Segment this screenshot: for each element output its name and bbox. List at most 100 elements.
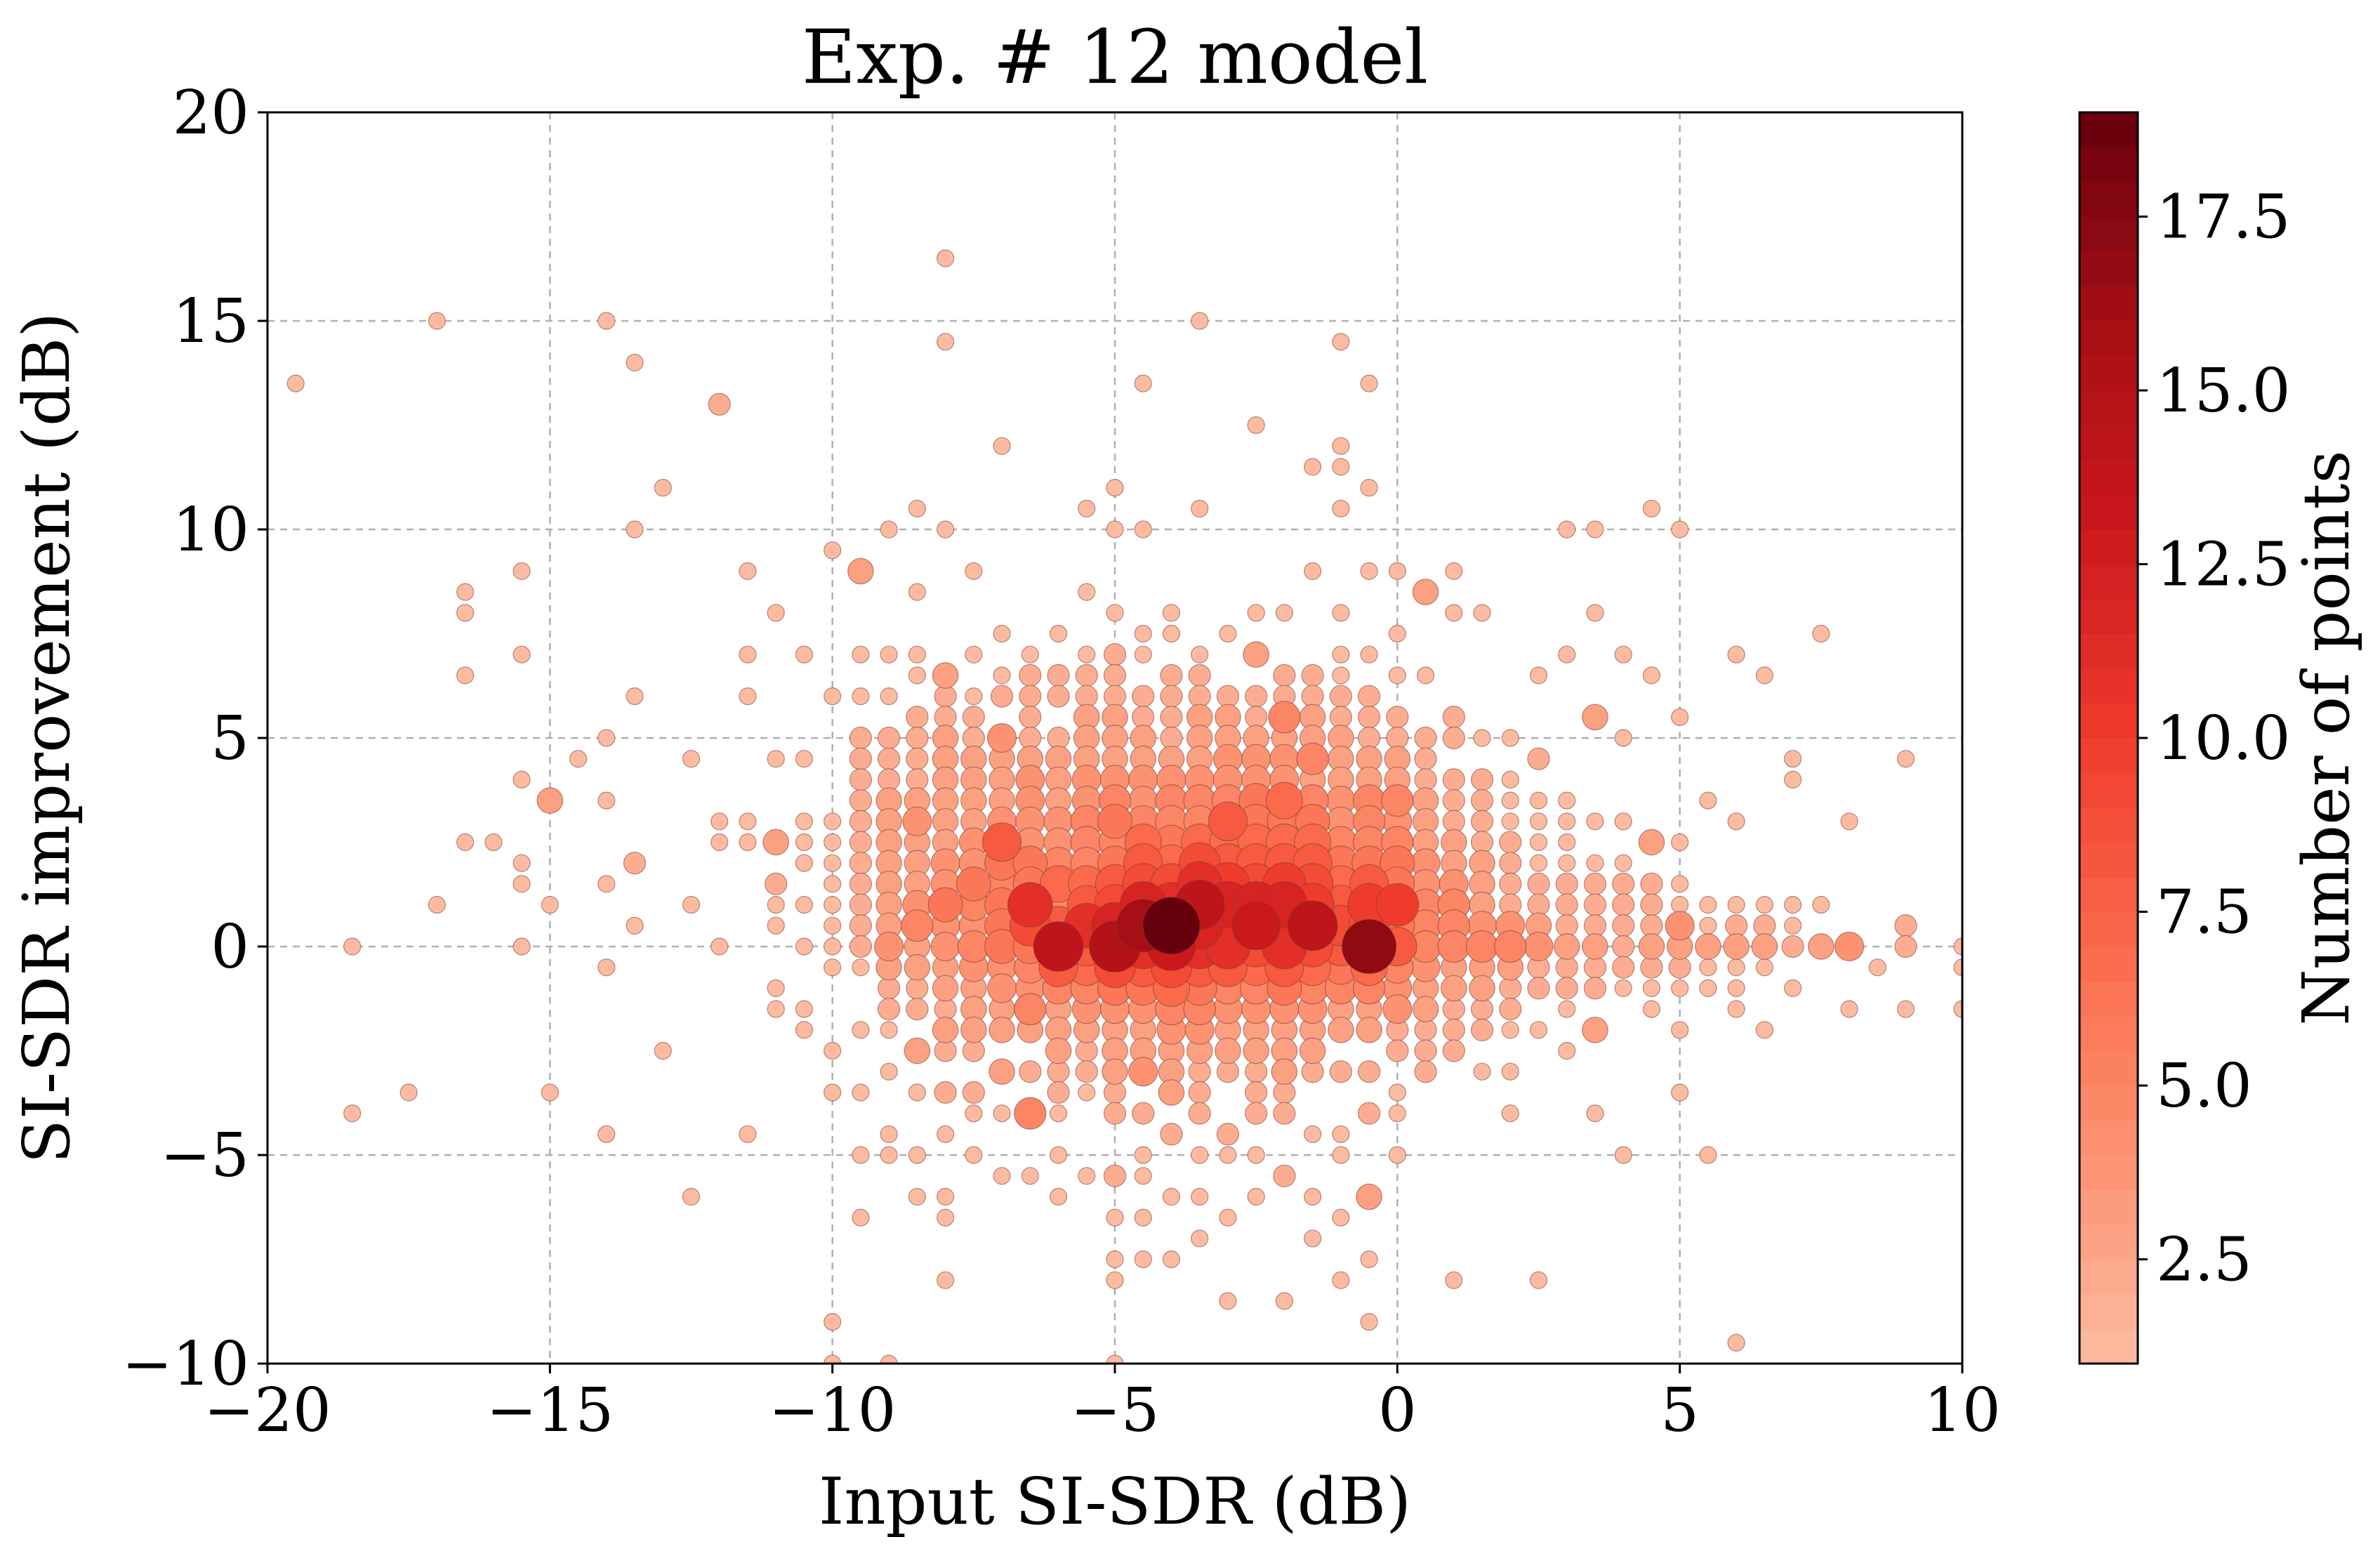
colorbar-band bbox=[2080, 321, 2138, 357]
data-point bbox=[1134, 374, 1152, 393]
data-point bbox=[936, 333, 955, 351]
data-point bbox=[1357, 1102, 1381, 1125]
data-point bbox=[880, 645, 898, 664]
data-point bbox=[956, 866, 991, 902]
data-point bbox=[993, 666, 1011, 685]
data-point bbox=[1019, 726, 1042, 750]
data-point bbox=[767, 979, 785, 998]
data-point bbox=[623, 852, 647, 875]
data-point bbox=[1304, 458, 1322, 476]
colorbar-band bbox=[2080, 1050, 2138, 1086]
colorbar-band bbox=[2080, 633, 2138, 669]
data-point bbox=[1583, 872, 1607, 896]
colorbar-ticks: 2.5 5.0 7.5 10.0 12.5 15.0 17.5 bbox=[2138, 183, 2290, 1295]
data-point bbox=[993, 437, 1011, 455]
data-point bbox=[1360, 645, 1378, 664]
data-point bbox=[1671, 520, 1689, 539]
data-point bbox=[1727, 979, 1745, 998]
data-point bbox=[1332, 666, 1350, 685]
colorbar-band bbox=[2080, 599, 2138, 635]
data-point bbox=[1414, 768, 1437, 791]
data-point bbox=[1699, 791, 1717, 810]
data-point bbox=[1301, 664, 1324, 687]
data-point bbox=[597, 958, 616, 977]
colorbar-band bbox=[2080, 1120, 2138, 1156]
data-point bbox=[1162, 1187, 1181, 1206]
data-point bbox=[1558, 645, 1576, 664]
data-point bbox=[1501, 729, 1519, 747]
data-point bbox=[513, 770, 531, 789]
data-point bbox=[1160, 706, 1183, 729]
data-point bbox=[536, 787, 564, 814]
data-point bbox=[1386, 1039, 1409, 1062]
data-point bbox=[1247, 416, 1265, 435]
y-tick-label: 10 bbox=[173, 495, 249, 565]
data-point bbox=[1357, 1060, 1381, 1083]
data-point bbox=[880, 1354, 898, 1364]
data-point bbox=[739, 833, 757, 852]
data-point bbox=[1245, 706, 1268, 729]
data-point bbox=[795, 750, 814, 768]
data-point bbox=[762, 829, 790, 856]
data-point bbox=[880, 1062, 898, 1081]
data-point bbox=[1894, 914, 1917, 937]
data-point bbox=[1755, 666, 1773, 685]
data-point bbox=[1558, 833, 1576, 852]
data-point bbox=[597, 729, 616, 747]
data-point bbox=[1445, 604, 1463, 622]
data-point bbox=[1332, 1146, 1350, 1164]
colorbar-band bbox=[2080, 216, 2138, 252]
data-point bbox=[934, 706, 957, 729]
data-point bbox=[1304, 1187, 1322, 1206]
data-point bbox=[1132, 685, 1155, 708]
data-point bbox=[795, 1000, 814, 1018]
data-point bbox=[993, 624, 1011, 643]
data-point bbox=[908, 1146, 926, 1164]
data-point bbox=[1191, 645, 1209, 664]
data-point bbox=[1555, 893, 1578, 916]
data-point bbox=[852, 1021, 870, 1039]
data-point bbox=[852, 1083, 870, 1102]
data-point bbox=[1612, 872, 1635, 896]
data-point bbox=[286, 374, 305, 393]
data-point bbox=[1665, 911, 1695, 941]
data-point bbox=[1049, 1187, 1068, 1206]
data-point bbox=[878, 747, 901, 770]
data-point bbox=[930, 931, 960, 962]
data-point bbox=[1160, 685, 1183, 708]
data-point bbox=[824, 875, 842, 893]
data-point bbox=[1473, 729, 1491, 747]
data-point bbox=[1219, 624, 1237, 643]
data-point bbox=[1296, 742, 1329, 775]
data-point bbox=[710, 812, 729, 831]
data-point bbox=[1638, 829, 1665, 856]
data-point bbox=[1191, 1229, 1209, 1248]
y-axis-label: SI-SDR improvement (dB) bbox=[9, 312, 84, 1164]
data-point bbox=[1047, 685, 1070, 708]
data-point bbox=[1357, 685, 1381, 708]
data-point bbox=[852, 687, 870, 706]
data-point bbox=[1160, 664, 1183, 687]
data-point bbox=[932, 1016, 959, 1043]
data-point bbox=[1755, 958, 1773, 977]
data-point bbox=[1586, 854, 1604, 872]
data-point bbox=[1103, 1164, 1127, 1187]
x-tick-label: 0 bbox=[1378, 1376, 1417, 1446]
colorbar-band bbox=[2080, 286, 2138, 322]
data-point bbox=[1586, 520, 1604, 539]
data-point bbox=[1231, 901, 1281, 951]
data-point bbox=[1727, 895, 1745, 914]
data-point bbox=[908, 583, 926, 601]
data-point bbox=[739, 812, 757, 831]
data-point bbox=[849, 810, 873, 833]
data-point bbox=[1442, 1039, 1465, 1062]
data-point bbox=[795, 812, 814, 831]
data-point bbox=[1612, 956, 1635, 979]
data-point bbox=[1219, 1208, 1237, 1227]
data-point bbox=[1357, 706, 1381, 729]
data-point bbox=[1668, 956, 1691, 979]
data-point bbox=[1388, 562, 1406, 581]
data-point bbox=[654, 1041, 672, 1060]
colorbar-tick-label: 12.5 bbox=[2156, 530, 2290, 600]
data-point bbox=[1416, 666, 1435, 685]
